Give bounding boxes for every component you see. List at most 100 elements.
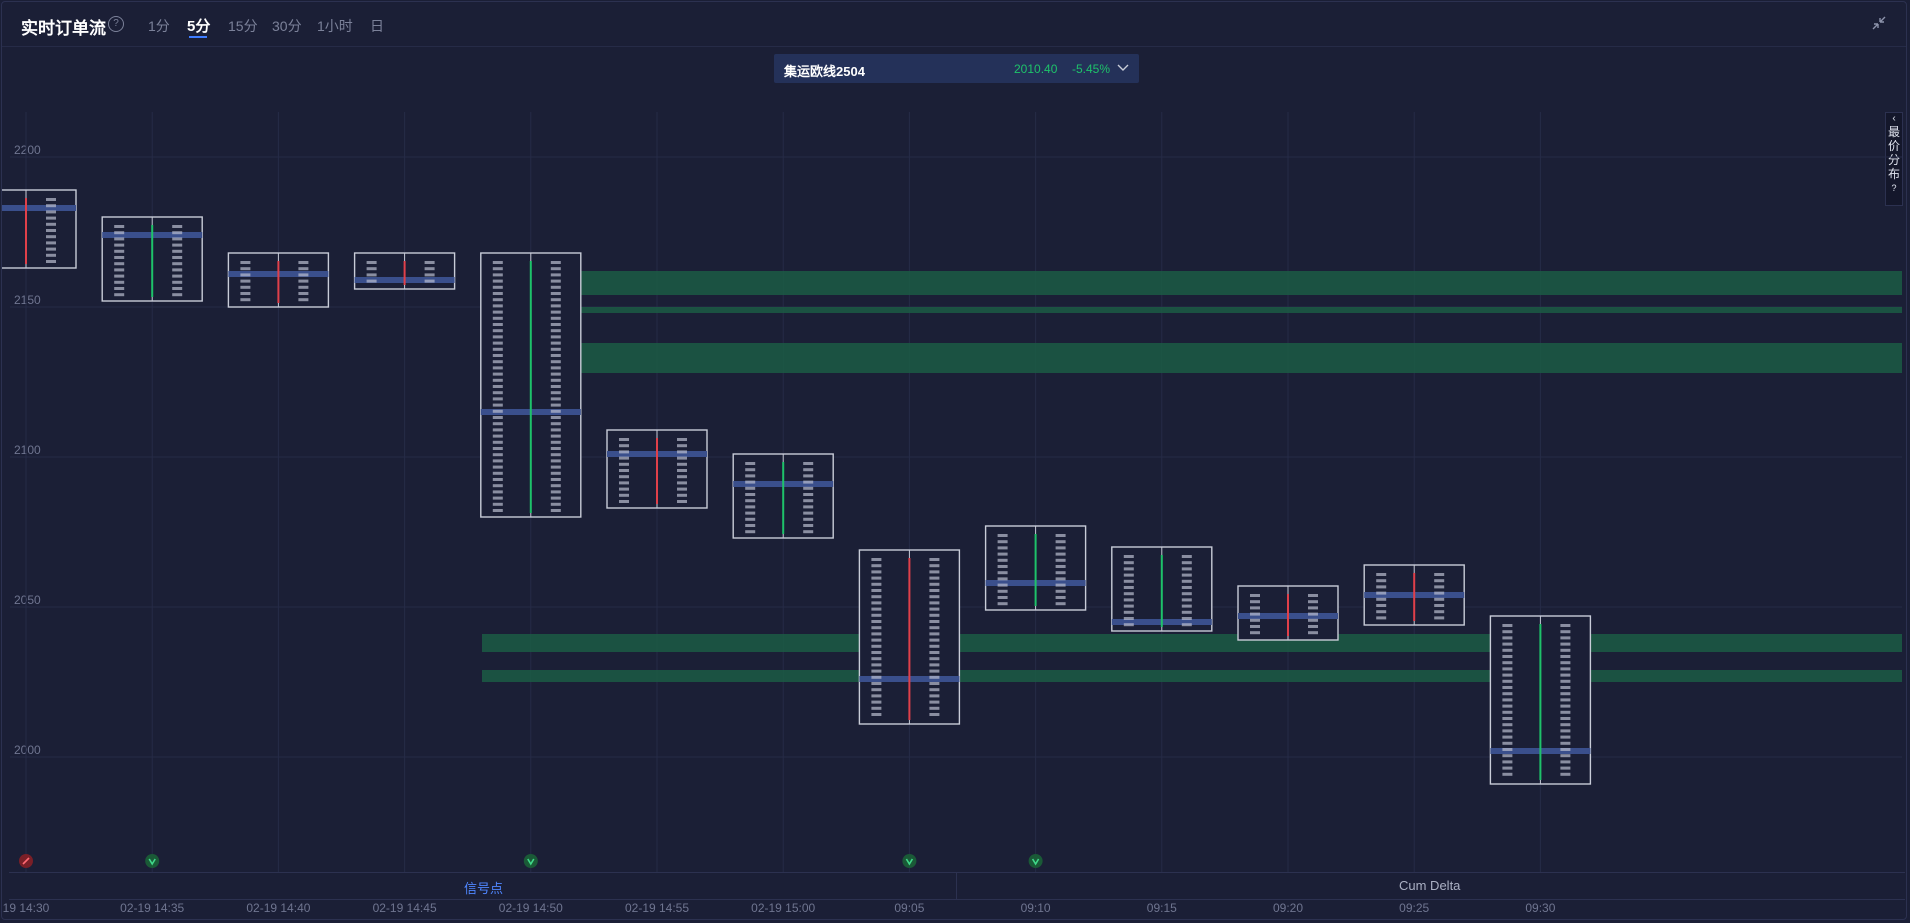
bid-volume-cell xyxy=(492,360,503,364)
bid-volume-cell xyxy=(492,391,503,395)
ask-volume-cell xyxy=(1560,667,1571,671)
timeframe-1m[interactable]: 1分 xyxy=(148,18,170,34)
ask-volume-cell xyxy=(677,487,687,491)
timeframe-5m[interactable]: 5分 xyxy=(187,18,211,35)
ask-volume-cell xyxy=(1434,591,1445,595)
ask-volume-cell xyxy=(1181,555,1192,558)
bid-volume-cell xyxy=(1250,600,1260,604)
bid-volume-cell xyxy=(619,500,629,503)
bid-volume-cell xyxy=(745,530,756,534)
ask-volume-cell xyxy=(1434,604,1445,607)
ask-volume-cell xyxy=(298,273,309,277)
toolbar: 实时订单流 ? 1分 5分 15分 30分 1小时 日 xyxy=(2,2,1906,47)
bid-volume-cell xyxy=(492,323,503,326)
bid-volume-cell xyxy=(619,450,629,454)
ask-volume-cell xyxy=(550,366,561,370)
ask-volume-cell xyxy=(1434,585,1445,589)
bid-volume-cell xyxy=(492,378,503,382)
y-tick-label: 2050 xyxy=(14,593,41,607)
indicator-tabs: 信号点 Cum Delta xyxy=(9,872,1905,900)
ask-volume-cell xyxy=(1560,661,1571,665)
help-icon[interactable]: ? xyxy=(108,16,124,32)
ask-volume-cell xyxy=(550,261,561,264)
buy-signal-icon xyxy=(905,858,914,866)
bid-volume-cell xyxy=(492,422,503,426)
ask-volume-cell xyxy=(46,247,56,251)
ask-volume-cell xyxy=(46,253,56,257)
bid-volume-cell xyxy=(1376,585,1387,589)
buy-signal-icon xyxy=(1031,858,1040,866)
ask-volume-cell xyxy=(929,570,940,574)
ask-volume-cell xyxy=(677,450,687,454)
ask-volume-cell xyxy=(298,261,309,264)
collapse-icon[interactable] xyxy=(1870,14,1888,32)
bid-volume-cell xyxy=(1502,723,1513,727)
ask-volume-cell xyxy=(677,462,687,466)
ask-volume-cell xyxy=(677,493,687,497)
ask-volume-cell xyxy=(550,509,561,512)
ask-volume-cell xyxy=(677,500,687,503)
signal-marker xyxy=(902,854,917,868)
ask-volume-cell xyxy=(172,237,183,241)
ask-volume-cell xyxy=(1560,729,1571,733)
x-tick-label: 02-19 14:55 xyxy=(625,901,689,915)
ask-volume-cell xyxy=(1560,748,1571,751)
side-tab-help[interactable]: ? xyxy=(1891,183,1897,193)
bid-volume-cell xyxy=(619,487,629,491)
bid-volume-cell xyxy=(871,601,882,605)
ask-volume-cell xyxy=(46,204,56,208)
ask-volume-cell xyxy=(929,675,940,679)
ask-volume-cell xyxy=(550,422,561,426)
timeframe-30m[interactable]: 30分 xyxy=(272,18,302,34)
ask-volume-cell xyxy=(550,279,561,283)
bid-volume-cell xyxy=(745,474,756,478)
ask-volume-cell xyxy=(172,249,183,253)
bid-volume-cell xyxy=(492,316,503,320)
timeframe-1h[interactable]: 1小时 xyxy=(317,18,353,34)
bid-volume-cell xyxy=(114,274,125,278)
bid-volume-cell xyxy=(1123,561,1134,565)
bid-volume-cell xyxy=(492,447,503,450)
bid-volume-cell xyxy=(492,292,503,295)
bid-volume-cell xyxy=(871,613,882,617)
bid-volume-cell xyxy=(492,509,503,512)
bid-volume-cell xyxy=(492,304,503,308)
ask-volume-cell xyxy=(550,341,561,345)
bid-volume-cell xyxy=(114,249,125,253)
bid-volume-cell xyxy=(114,287,125,290)
ask-volume-cell xyxy=(1181,610,1192,614)
bid-volume-cell xyxy=(871,589,882,592)
ask-volume-cell xyxy=(550,347,561,351)
ask-volume-cell xyxy=(1055,565,1066,568)
ask-volume-cell xyxy=(550,372,561,376)
bid-volume-cell xyxy=(1502,655,1513,658)
price-distribution-tab[interactable]: ‹ 最 价 分 布 ? xyxy=(1885,112,1903,206)
bid-volume-cell xyxy=(871,688,882,692)
bid-volume-cell xyxy=(1376,573,1387,576)
ask-volume-cell xyxy=(550,403,561,407)
tab-signal-points[interactable]: 信号点 xyxy=(464,881,504,896)
bid-volume-cell xyxy=(492,502,503,506)
bid-volume-cell xyxy=(871,570,882,574)
bid-volume-cell xyxy=(1502,661,1513,665)
bid-volume-cell xyxy=(492,490,503,494)
ask-volume-cell xyxy=(550,329,561,333)
ask-volume-cell xyxy=(929,607,940,611)
timeframe-15m[interactable]: 15分 xyxy=(228,18,258,34)
timeframe-day[interactable]: 日 xyxy=(370,18,384,34)
ask-volume-cell xyxy=(550,298,561,302)
ask-volume-cell xyxy=(929,644,940,648)
bid-volume-cell xyxy=(1250,612,1260,616)
bid-volume-cell xyxy=(492,385,503,388)
bid-volume-cell xyxy=(1123,598,1134,602)
contract-selector[interactable]: 集运欧线2504 2010.40 -5.45% xyxy=(774,54,1139,83)
bid-volume-cell xyxy=(492,465,503,469)
ask-volume-cell xyxy=(1560,760,1571,764)
bid-volume-cell xyxy=(1502,686,1513,689)
ask-volume-cell xyxy=(172,287,183,290)
tab-cum-delta[interactable]: Cum Delta xyxy=(1399,878,1461,893)
ask-volume-cell xyxy=(803,486,814,490)
bid-volume-cell xyxy=(1123,623,1134,627)
ask-volume-cell xyxy=(46,241,56,245)
